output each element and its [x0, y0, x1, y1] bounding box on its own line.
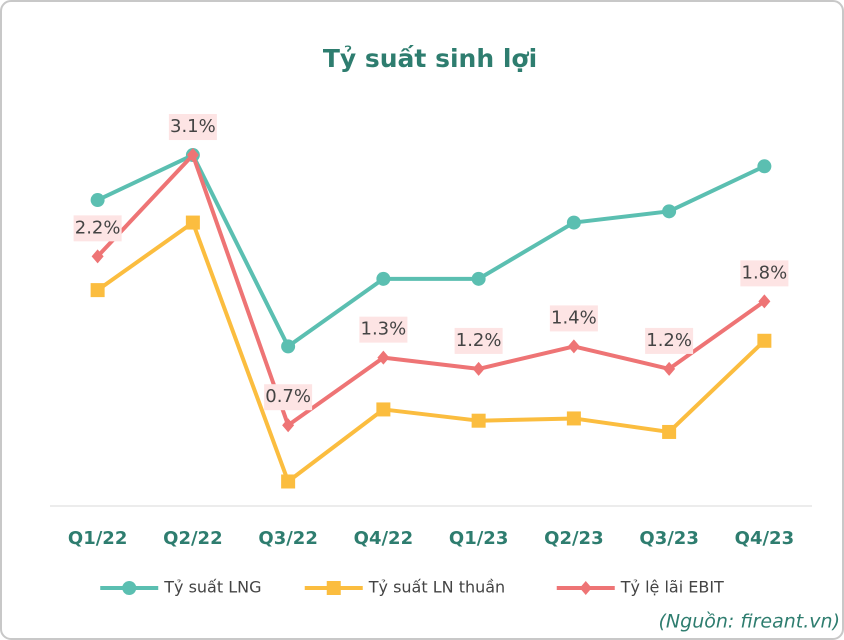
- data-label-bg: [549, 305, 598, 332]
- marker: [186, 148, 199, 163]
- marker: [122, 581, 137, 595]
- x-tick-label: Q2/23: [544, 528, 603, 549]
- data-label: 2.2%: [75, 217, 121, 238]
- source: (Nguồn: fireant.vn): [659, 611, 840, 633]
- marker: [377, 350, 390, 365]
- marker: [281, 339, 296, 354]
- legend-label: Tỷ suất LN thuần: [368, 578, 505, 597]
- marker: [281, 474, 296, 489]
- marker: [472, 361, 485, 376]
- data-label: 1.2%: [456, 330, 502, 351]
- data-label-bg: [264, 384, 313, 411]
- marker: [663, 361, 676, 376]
- x-tick-label: Q4/22: [354, 528, 413, 549]
- legend-label: Tỷ suất LNG: [163, 578, 261, 597]
- marker: [376, 271, 391, 286]
- chart-title: Tỷ suất sinh lợi: [323, 44, 537, 73]
- marker: [757, 333, 772, 348]
- data-label: 0.7%: [265, 386, 311, 407]
- marker: [185, 215, 200, 230]
- data-label: 1.3%: [361, 319, 407, 340]
- data-label-bg: [645, 327, 694, 354]
- marker: [566, 411, 581, 426]
- data-label: 3.1%: [170, 116, 216, 137]
- marker: [282, 418, 295, 433]
- series-line: [96, 153, 766, 349]
- marker: [757, 159, 772, 174]
- x-tick-label: Q3/22: [258, 528, 317, 549]
- marker: [579, 581, 592, 595]
- series-line: [96, 153, 766, 428]
- data-label-bg: [168, 114, 217, 141]
- marker: [326, 581, 341, 595]
- data-label: 1.4%: [551, 307, 597, 328]
- x-tick-label: Q1/23: [449, 528, 508, 549]
- marker: [376, 402, 391, 417]
- data-label-bg: [740, 260, 789, 287]
- x-tick-label: Q2/22: [163, 528, 222, 549]
- marker: [567, 339, 580, 354]
- marker: [758, 294, 771, 309]
- series-line: [96, 220, 766, 484]
- marker: [566, 215, 581, 230]
- data-label-bg: [359, 316, 408, 343]
- marker: [471, 271, 486, 286]
- legend-label: Tỷ lệ lãi EBIT: [620, 578, 724, 597]
- x-tick-label: Q1/22: [68, 528, 127, 549]
- data-label: 1.2%: [646, 330, 692, 351]
- marker: [662, 424, 677, 439]
- marker: [90, 283, 105, 298]
- marker: [662, 204, 677, 219]
- data-label-bg: [73, 215, 122, 242]
- x-tick-label: Q3/23: [639, 528, 698, 549]
- x-tick-label: Q4/23: [735, 528, 794, 549]
- data-label: 1.8%: [742, 262, 788, 283]
- marker: [91, 249, 104, 264]
- marker: [90, 193, 105, 208]
- data-label-bg: [454, 327, 503, 354]
- marker: [471, 413, 486, 428]
